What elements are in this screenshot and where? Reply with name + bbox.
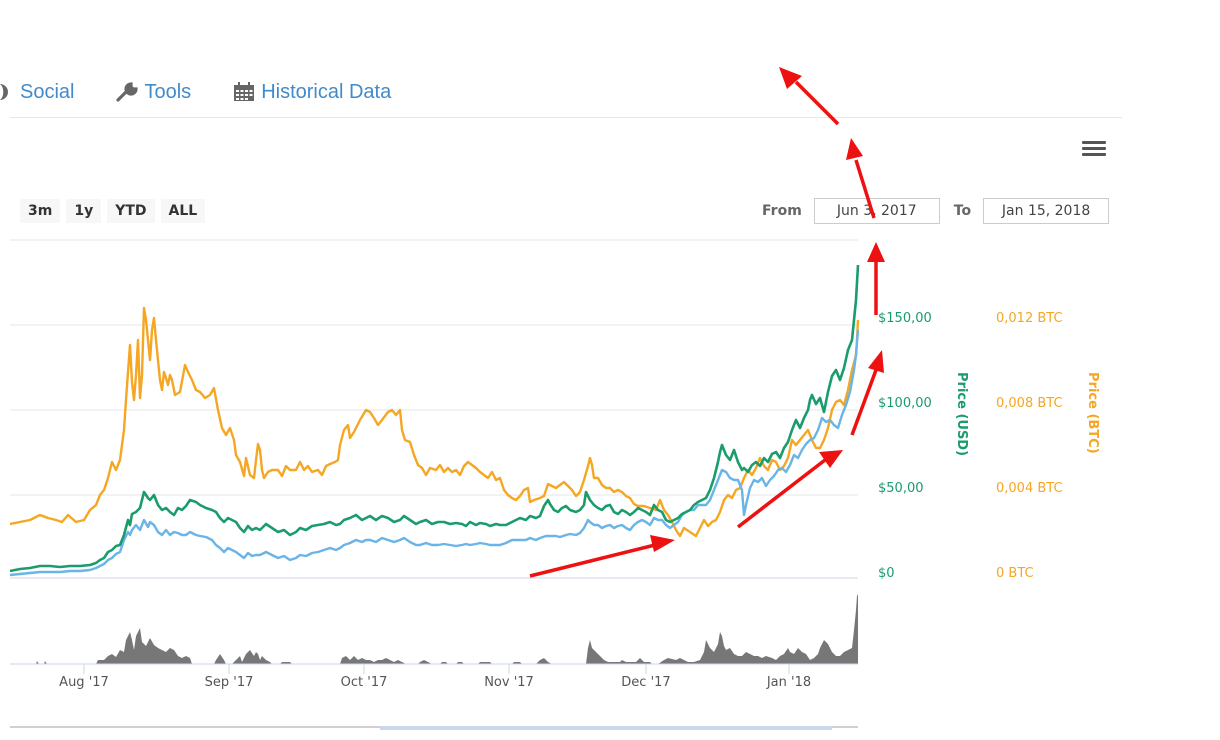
hamburger-menu-icon xyxy=(1082,147,1106,150)
range-1y-button[interactable]: 1y xyxy=(66,199,102,223)
coin-nav-tabs: Social Tools Historical Data xyxy=(0,76,433,108)
tab-tools[interactable]: Tools xyxy=(116,81,191,104)
usd-tick-100: $100,00 xyxy=(878,396,932,411)
range-all-button[interactable]: ALL xyxy=(160,199,206,223)
annotation-arrows xyxy=(529,67,885,578)
x-tick-oct17: Oct '17 xyxy=(340,675,388,690)
usd-tick-50: $50,00 xyxy=(878,481,924,496)
btc-tick-012: 0,012 BTC xyxy=(996,311,1063,326)
tab-social[interactable]: Social xyxy=(0,81,74,104)
usd-tick-150: $150,00 xyxy=(878,311,932,326)
range-selector: 3m 1y YTD ALL xyxy=(20,199,211,223)
usd-tick-0: $0 xyxy=(878,566,895,581)
btc-price-line[interactable] xyxy=(9,306,860,538)
tab-historical-data[interactable]: Historical Data xyxy=(233,81,391,104)
range-ytd-button[interactable]: YTD xyxy=(107,199,155,223)
globe-icon xyxy=(0,82,14,102)
range-3m-button[interactable]: 3m xyxy=(20,199,61,223)
x-tick-aug17: Aug '17 xyxy=(59,675,109,690)
date-range-inputs: From Jun 3, 2017 To Jan 15, 2018 xyxy=(762,198,1110,224)
usd-price-line[interactable] xyxy=(9,264,860,573)
btc-tick-008: 0,008 BTC xyxy=(996,396,1063,411)
from-label: From xyxy=(762,203,802,219)
from-date-input[interactable]: Jun 3, 2017 xyxy=(813,198,940,224)
usd-axis-title: Price (USD) xyxy=(954,372,969,457)
tab-social-label: Social xyxy=(20,80,75,103)
hamburger-menu-icon xyxy=(1082,141,1106,144)
calendar-icon xyxy=(233,82,255,102)
x-tick-dec17: Dec '17 xyxy=(621,675,671,690)
nav-divider xyxy=(10,117,1122,118)
volume-area xyxy=(10,594,858,664)
navigator-selection[interactable] xyxy=(380,726,832,730)
hamburger-menu-icon xyxy=(1082,153,1106,156)
tab-tools-label: Tools xyxy=(144,80,192,103)
x-tick-nov17: Nov '17 xyxy=(484,675,534,690)
to-label: To xyxy=(953,203,972,219)
navigator[interactable] xyxy=(10,726,858,730)
x-tick-jan18: Jan '18 xyxy=(766,675,812,690)
wrench-icon xyxy=(116,82,139,102)
btc-tick-004: 0,004 BTC xyxy=(996,481,1063,496)
chart-menu-button[interactable] xyxy=(1082,141,1106,159)
x-tick-sep17: Sep '17 xyxy=(204,675,254,690)
btc-axis-title: Price (BTC) xyxy=(1085,372,1100,454)
x-axis-ticks xyxy=(83,664,790,674)
to-date-input[interactable]: Jan 15, 2018 xyxy=(983,198,1110,224)
btc-tick-0: 0 BTC xyxy=(996,566,1034,581)
market-price-line[interactable] xyxy=(9,329,860,577)
grid-lines xyxy=(10,239,858,579)
tab-historical-data-label: Historical Data xyxy=(261,80,392,103)
